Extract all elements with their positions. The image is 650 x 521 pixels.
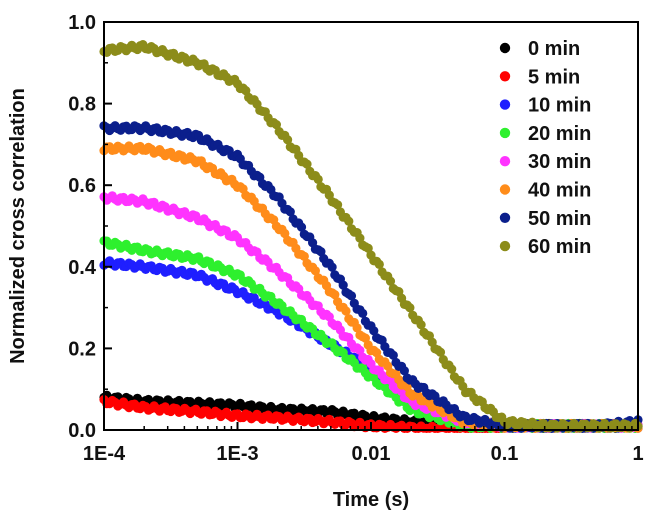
data-point [344,216,354,226]
legend-label: 20 min [528,123,591,145]
data-point [271,120,281,130]
x-tick-label: 1 [632,443,643,465]
data-point [296,222,307,232]
data-point [310,266,320,276]
x-tick-label: 1E-4 [83,443,126,465]
data-point [358,308,368,318]
data-point [338,280,348,290]
data-point [399,366,409,376]
y-tick-label: 1.0 [68,12,96,34]
x-tick-label: 1E-3 [216,443,258,465]
data-point [405,303,415,313]
series-7 [99,40,643,433]
y-tick-label: 0.2 [68,338,96,360]
data-point [447,364,457,374]
data-point [283,135,293,145]
legend-label: 0 min [528,38,580,60]
y-tick-label: 0.8 [68,94,96,116]
data-point [316,247,326,257]
data-point [385,276,396,286]
data-point [416,320,426,330]
data-point [352,323,362,333]
legend-label: 50 min [528,208,591,230]
data-point [333,200,343,210]
y-tick-label: 0.6 [68,175,96,197]
x-axis-title: Time (s) [333,489,409,511]
data-point [360,333,370,343]
legend-marker [499,71,511,82]
data-point [341,306,351,316]
x-tick-label: 0.01 [352,443,391,465]
data-point [285,207,295,217]
legend-label: 30 min [528,151,591,173]
data-point [327,262,337,272]
axes-layer: 1E-4 1E-3 0.01 0.1 1 0.0 0.2 0.4 0.6 0.8 1.0 [68,12,643,465]
data-point [355,233,365,243]
data-point [330,290,340,300]
legend-marker [499,127,511,139]
y-axis-title: Normalized cross correlation [7,88,29,364]
y-tick-label: 0.4 [68,257,97,279]
legend-label: 5 min [528,66,580,88]
data-point [313,174,323,184]
legend-marker [499,99,511,110]
legend-label: 10 min [528,95,591,117]
data-point [369,326,379,336]
data-point [374,259,384,269]
data-point [388,350,398,360]
x-tick-label: 0.1 [491,443,519,465]
legend-marker [499,156,511,167]
data-point [363,243,373,253]
legend-label: 40 min [528,180,591,202]
legend-marker [499,42,511,54]
legend-label: 60 min [528,236,591,258]
data-point [302,159,312,169]
data-points-layer [99,40,643,433]
data-point [299,251,309,261]
data-point [346,291,357,301]
data-point [280,228,290,239]
legend-marker [499,184,511,195]
legend-marker [499,212,511,223]
legend-marker [499,240,511,252]
data-point [435,347,446,357]
y-tick-label: 0.0 [68,420,96,442]
legend: 0 min 5 min 10 min 20 min 30 min 40 min 50 min… [499,38,591,258]
